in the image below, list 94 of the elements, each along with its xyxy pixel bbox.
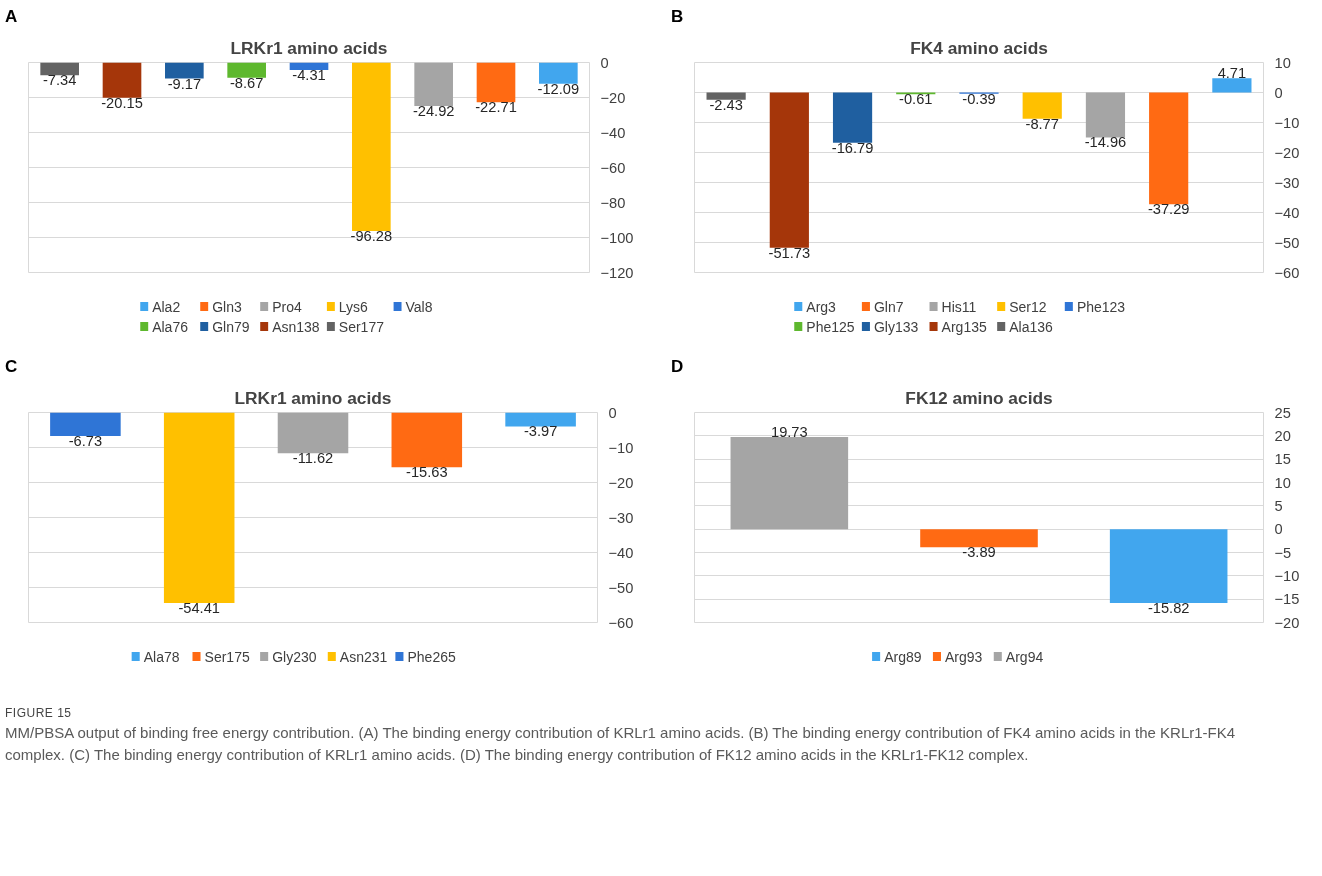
text: D [671, 356, 684, 378]
data-label: -51.73 [768, 244, 811, 261]
legend-label: Arg94 [1005, 648, 1044, 665]
chart-title: LRKr1 amino acids [230, 37, 388, 58]
y-tick-label: −10 [608, 439, 634, 456]
y-tick-label: 0 [1274, 84, 1283, 101]
text: A [5, 6, 18, 28]
data-label: -0.39 [962, 90, 996, 107]
legend-label: Lys6 [338, 298, 369, 315]
legend-label: Gln3 [212, 298, 242, 315]
y-tick-label: −20 [1274, 614, 1300, 631]
text: B [671, 6, 684, 28]
chart-title: FK4 amino acids [910, 37, 1048, 58]
y-tick-label: 5 [1274, 497, 1283, 514]
data-label: -9.17 [167, 75, 202, 92]
data-label: -4.31 [292, 67, 326, 84]
legend-label: Pro4 [272, 298, 302, 315]
legend-label: Ala2 [152, 298, 181, 315]
legend-label: Arg89 [884, 648, 922, 665]
y-tick-label: −60 [600, 159, 626, 176]
data-label: -2.43 [709, 96, 743, 113]
legend-label: Phe125 [806, 318, 855, 335]
legend-label: Gly230 [272, 648, 317, 665]
legend-label: Ser177 [338, 318, 385, 335]
data-label: -14.96 [1084, 134, 1127, 151]
legend-label: Gln79 [212, 318, 250, 335]
legend-label: His11 [941, 298, 977, 315]
chart-title: LRKr1 amino acids [234, 387, 392, 408]
y-tick-label: −15 [1274, 591, 1300, 608]
data-label: -8.67 [229, 74, 264, 91]
y-tick-label: −20 [608, 474, 634, 491]
y-tick-label: −30 [1274, 174, 1300, 191]
legend-label: Gly133 [873, 318, 919, 335]
y-tick-label: 25 [1274, 404, 1291, 421]
data-label: -37.29 [1147, 201, 1190, 218]
legend-label: Arg135 [941, 318, 987, 335]
legend-label: Gln7 [873, 298, 904, 315]
data-label: -16.79 [831, 139, 874, 156]
y-tick-label: 0 [600, 54, 609, 71]
y-tick-label: −20 [600, 89, 626, 106]
data-label: -12.09 [537, 80, 580, 97]
y-tick-label: 0 [608, 404, 617, 421]
y-tick-label: −40 [1274, 204, 1300, 221]
legend-label: Arg3 [806, 298, 837, 315]
y-tick-label: −30 [608, 509, 634, 526]
y-tick-label: −10 [1274, 114, 1300, 131]
y-tick-label: −20 [1274, 144, 1300, 161]
data-label: -22.71 [475, 99, 517, 116]
legend-label: Phe265 [407, 648, 456, 665]
text: C [5, 356, 18, 378]
data-label: -8.77 [1025, 115, 1059, 132]
y-tick-label: −60 [1274, 264, 1300, 281]
data-label: -3.97 [523, 423, 558, 440]
y-tick-label: −60 [608, 614, 634, 631]
y-tick-label: −120 [600, 264, 634, 281]
y-tick-label: −40 [608, 544, 634, 561]
legend-label: Ala76 [152, 318, 189, 335]
legend-label: Asn138 [272, 318, 320, 335]
legend-label: Asn231 [339, 648, 388, 665]
legend-label: Ser175 [204, 648, 250, 665]
data-label: -54.41 [178, 599, 220, 616]
y-tick-label: −50 [1274, 234, 1300, 251]
data-label: 4.71 [1217, 65, 1247, 82]
y-tick-label: 20 [1274, 427, 1291, 444]
text: MM/PBSA output of binding free energy contribution. (A) The binding energy contribution of KRLr1 amino acids. (B) The binding energy contribution of FK4 amino acids in the KRLr1-FK4 complex. (C) The binding energy contribution of KRLr1 amino acids. (D) The binding energy contribution of FK12 amino acids in the KRLr1-FK12 complex. [5, 723, 1237, 765]
legend-label: Val8 [405, 298, 433, 315]
y-tick-label: −5 [1274, 544, 1292, 561]
chart-title: FK12 amino acids [905, 387, 1053, 408]
y-tick-label: 10 [1274, 54, 1291, 71]
legend-label: Phe123 [1076, 298, 1126, 315]
y-tick-label: −10 [1274, 567, 1300, 584]
data-label: -24.92 [412, 103, 455, 120]
y-tick-label: −50 [608, 579, 634, 596]
data-label: -15.63 [406, 464, 448, 481]
caption: FIGURE 15 [5, 705, 73, 722]
y-tick-label: 10 [1274, 474, 1291, 491]
data-label: -3.89 [962, 544, 996, 561]
y-tick-label: 15 [1274, 451, 1291, 468]
data-label: -20.15 [101, 94, 143, 111]
data-label: -15.82 [1147, 599, 1190, 616]
data-label: -0.61 [899, 91, 933, 108]
data-label: -6.73 [68, 433, 103, 450]
data-label: 19.73 [771, 424, 808, 441]
data-label: -96.28 [350, 227, 393, 244]
y-tick-label: −100 [600, 229, 634, 246]
y-tick-label: −40 [600, 124, 626, 141]
y-tick-label: −80 [600, 194, 626, 211]
legend-label: Ala136 [1009, 318, 1054, 335]
legend-label: Ser12 [1009, 298, 1047, 315]
data-label: -7.34 [42, 72, 77, 89]
y-tick-label: 0 [1274, 521, 1283, 538]
legend-label: Ala78 [143, 648, 180, 665]
data-label: -11.62 [292, 450, 334, 467]
legend-label: Arg93 [945, 648, 983, 665]
